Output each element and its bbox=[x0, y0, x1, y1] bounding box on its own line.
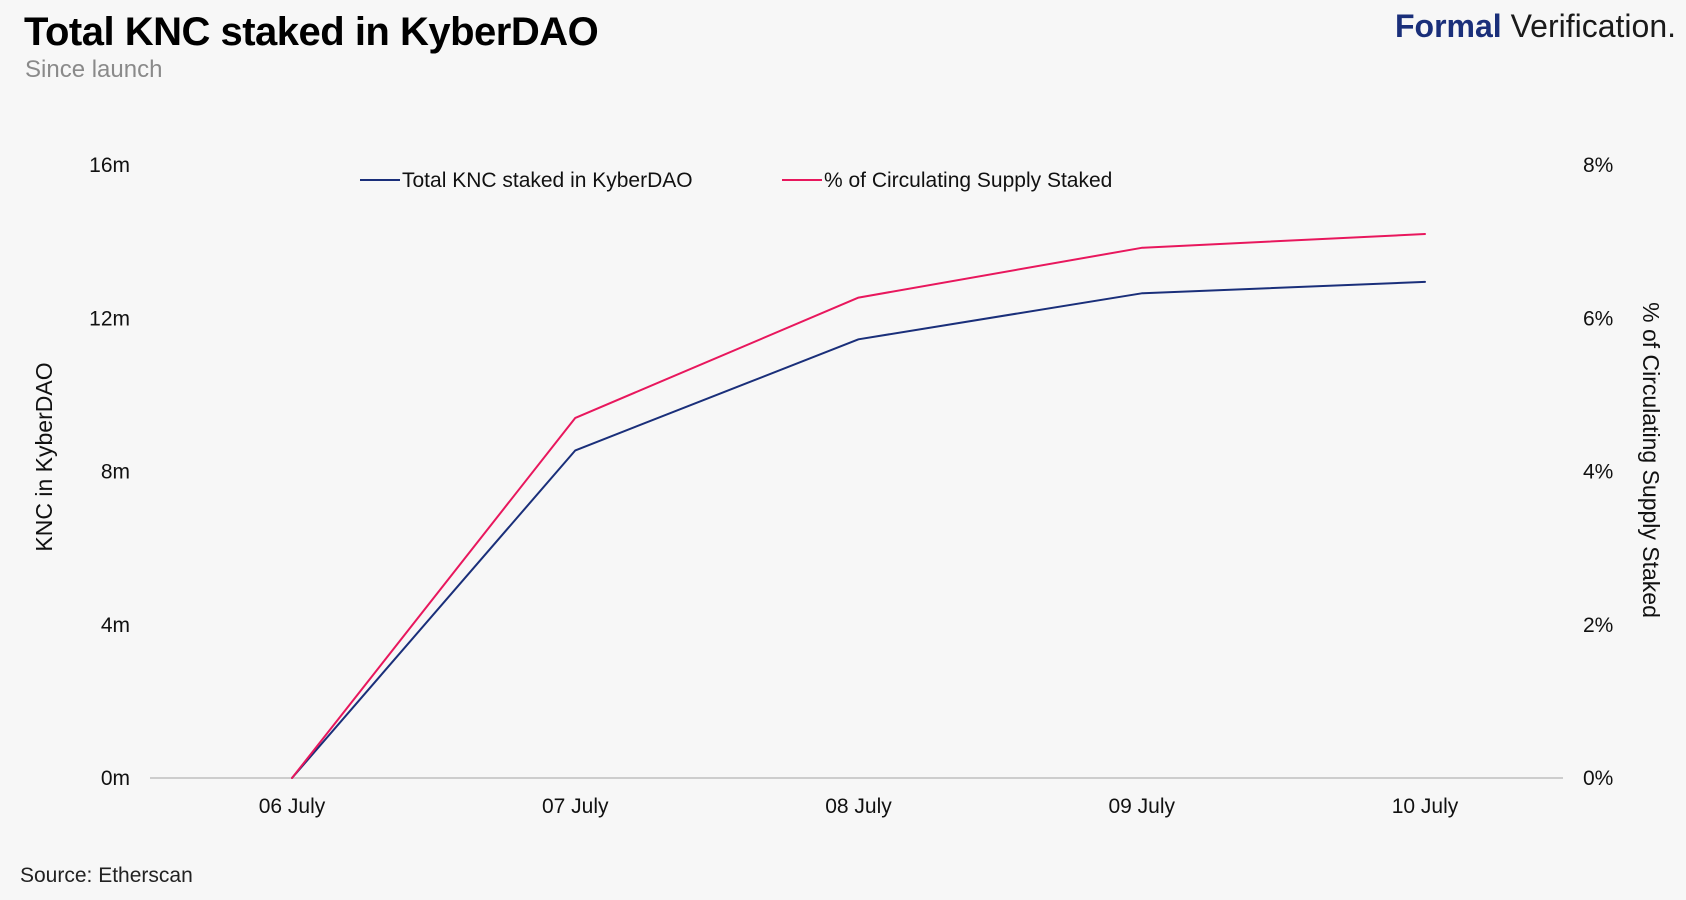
y-right-tick-label: 4% bbox=[1583, 461, 1613, 484]
y-axis-left-label: KNC in KyberDAO bbox=[31, 362, 57, 551]
y-left-tick-label: 8m bbox=[101, 461, 130, 484]
y-right-tick-label: 0% bbox=[1583, 767, 1613, 790]
y-left-tick-label: 4m bbox=[101, 614, 130, 637]
x-tick-label: 08 July bbox=[825, 795, 892, 818]
brand-logo-light: Verification. bbox=[1510, 8, 1676, 44]
x-tick-label: 09 July bbox=[1108, 795, 1175, 818]
source-note: Source: Etherscan bbox=[20, 864, 193, 887]
legend-label: Total KNC staked in KyberDAO bbox=[402, 169, 693, 192]
y-axis-right-ticks: 0% 2% 4% 6% 8% bbox=[1583, 154, 1613, 790]
series-line-0 bbox=[291, 280, 1426, 779]
series-line-1 bbox=[291, 233, 1426, 779]
y-axis-right-label: % of Circulating Supply Staked bbox=[1638, 302, 1664, 618]
y-left-tick-label: 16m bbox=[89, 154, 130, 177]
y-right-tick-label: 6% bbox=[1583, 307, 1613, 330]
y-right-tick-label: 2% bbox=[1583, 614, 1613, 637]
x-tick-label: 07 July bbox=[542, 795, 609, 818]
chart-subtitle: Since launch bbox=[25, 56, 163, 83]
x-axis-ticks: 06 July 07 July 08 July 09 July 10 July bbox=[259, 795, 1459, 818]
chart-title: Total KNC staked in KyberDAO bbox=[24, 10, 599, 54]
y-left-tick-label: 0m bbox=[101, 767, 130, 790]
brand-logo-bold: Formal bbox=[1395, 8, 1502, 44]
series-lines bbox=[291, 233, 1426, 779]
legend: Total KNC staked in KyberDAO % of Circula… bbox=[360, 169, 1112, 192]
legend-label: % of Circulating Supply Staked bbox=[824, 169, 1112, 192]
y-left-tick-label: 12m bbox=[89, 307, 130, 330]
y-right-tick-label: 8% bbox=[1583, 154, 1613, 177]
x-tick-label: 10 July bbox=[1392, 795, 1459, 818]
brand-logo: Formal Verification. bbox=[1395, 8, 1676, 45]
y-axis-left-ticks: 0m 4m 8m 12m 16m bbox=[89, 154, 130, 790]
x-tick-label: 06 July bbox=[259, 795, 326, 818]
